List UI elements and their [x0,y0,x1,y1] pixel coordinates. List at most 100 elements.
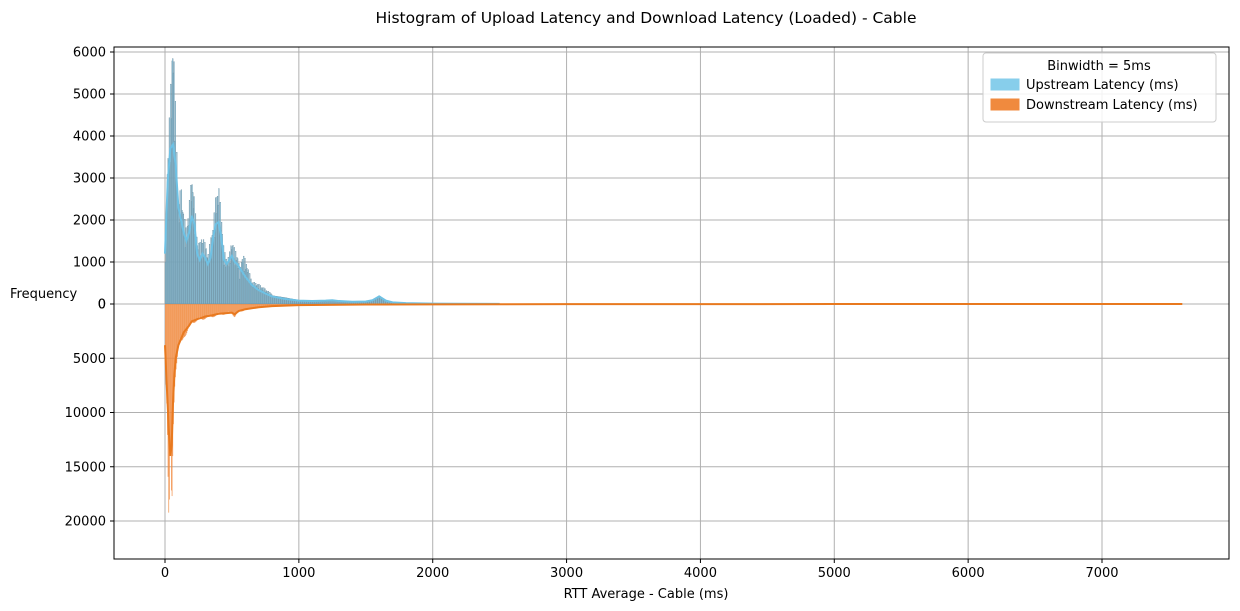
downstream-bar [169,304,170,500]
downstream-bar [183,304,184,339]
downstream-bar [237,304,239,311]
legend-swatch-downstream [990,98,1020,111]
downstream-bar [197,304,199,319]
x-tick-label: 5000 [818,566,851,581]
downstream-bar [186,304,188,334]
downstream-bar [197,304,198,320]
downstream-bar [242,304,244,312]
downstream-bar [249,304,251,309]
downstream-bar [214,304,216,317]
downstream-bar [234,304,236,317]
downstream-bar [224,304,226,315]
downstream-bar [223,304,225,315]
downstream-bar [269,304,271,307]
downstream-bar [188,304,190,327]
downstream-bar [221,304,223,315]
downstream-bar [178,304,180,346]
downstream-bar [233,304,235,318]
downstream-bar [173,304,174,425]
downstream-bar [189,304,191,324]
downstream-bar [232,304,234,316]
downstream-bar [201,304,203,320]
bars-layer [164,58,903,513]
downstream-bar [250,304,252,309]
downstream-bar [243,304,245,311]
downstream-bar [221,304,222,315]
legend-swatch-upstream [990,78,1020,91]
downstream-bar [239,304,241,312]
downstream-bar [183,304,185,338]
downstream-bar [206,304,208,318]
x-tick-label: 2000 [416,566,449,581]
downstream-bar [179,304,180,342]
downstream-bar [218,304,220,313]
downstream-bar [247,304,249,310]
chart-title: Histogram of Upload Latency and Download… [376,9,917,27]
downstream-bar [259,304,261,308]
downstream-bar [213,304,214,318]
downstream-bar [185,304,187,335]
downstream-bar [231,304,233,314]
downstream-bar [266,304,268,307]
downstream-bar [170,304,172,447]
downstream-bar [229,304,231,313]
y-tick-label-upper: 2000 [73,214,106,229]
downstream-bar [237,304,239,312]
downstream-bar [165,304,166,365]
downstream-bar [227,304,229,313]
downstream-bar [177,304,179,351]
downstream-bar [262,304,263,307]
downstream-bar [258,304,260,308]
downstream-bar [244,304,246,311]
y-axis-label: Frequency [10,287,77,302]
downstream-bar [173,304,175,403]
downstream-kde-line [164,303,1183,457]
y-tick-label-lower: 10000 [65,406,106,421]
downstream-bar [181,304,183,341]
downstream-bar [213,304,215,317]
downstream-bar [270,304,272,307]
legend-title: Binwidth = 5ms [1047,59,1151,74]
downstream-bar [266,304,267,307]
downstream-bar [225,304,227,314]
downstream-bar [238,304,240,312]
downstream-bar [248,304,250,309]
downstream-bar [270,304,271,307]
downstream-bar [199,304,201,318]
plot-frame [113,46,1230,560]
downstream-bar [175,304,176,378]
downstream-bar [179,304,181,339]
downstream-bar [229,304,231,314]
downstream-bar [264,304,265,307]
downstream-bar [252,304,254,309]
x-tick-label: 1000 [282,566,315,581]
downstream-bar [272,304,273,307]
y-tick-label-upper: 5000 [73,88,106,103]
downstream-bar [217,304,219,313]
y-tick-label-lower: 20000 [65,515,106,530]
downstream-bar [194,304,196,323]
downstream-bar [260,304,261,308]
downstream-bar [223,304,224,315]
downstream-bar [220,304,222,315]
downstream-bar [215,304,216,316]
downstream-bar [260,304,262,308]
downstream-bar [191,304,193,323]
y-tick-label-lower: 15000 [65,460,106,475]
downstream-bar [246,304,248,310]
downstream-bar [226,304,228,313]
downstream-bar [219,304,221,314]
downstream-bar [256,304,257,308]
downstream-bar [203,304,204,320]
y-tick-label-upper: 0 [98,298,106,313]
downstream-bar [255,304,257,308]
downstream-bar [203,304,205,320]
downstream-bar [198,304,200,318]
downstream-bar [181,304,182,341]
downstream-bar [193,304,195,323]
y-axis-ticks: 0100020003000400050006000050001000015000… [65,46,114,530]
downstream-bar [205,304,206,319]
downstream-bar [193,304,194,323]
downstream-bar [201,304,202,320]
